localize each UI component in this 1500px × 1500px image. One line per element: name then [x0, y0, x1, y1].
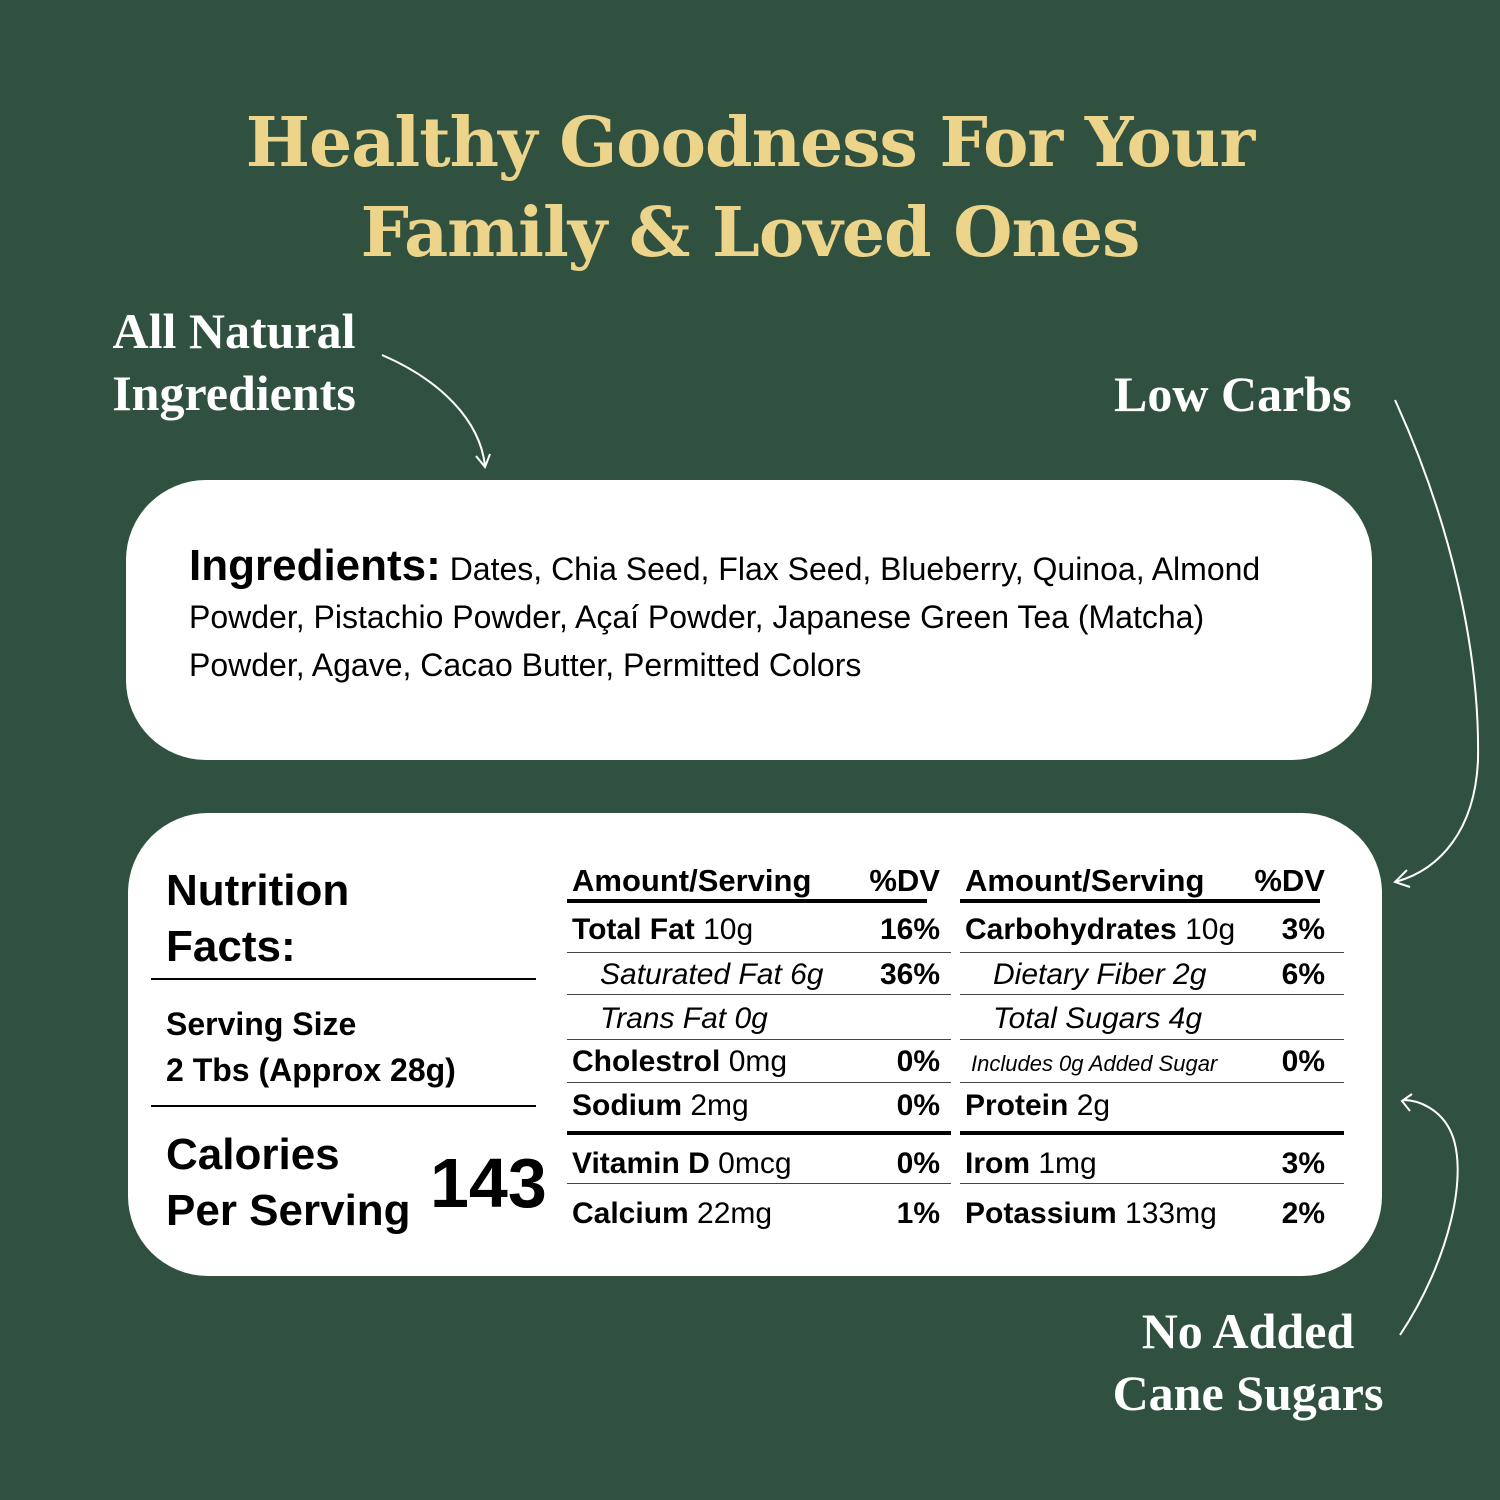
amount-header: Amount/Serving	[572, 863, 812, 898]
amount-header: Amount/Serving	[965, 863, 1205, 898]
nutrient-dv: 3%	[1281, 1147, 1325, 1180]
headline-line2: Family & Loved Ones	[360, 193, 1141, 273]
nutrient-name: Calcium	[572, 1197, 689, 1230]
ingredients-card: Ingredients: Dates, Chia Seed, Flax Seed…	[126, 480, 1372, 760]
nutrient-row: Includes 0g Added Sugar 0%	[965, 1045, 1345, 1079]
nutrient-amount: 10g	[1176, 913, 1236, 946]
divider	[567, 1082, 951, 1083]
nutrient-name: Carbohydrates	[965, 913, 1177, 946]
nutrient-dv: 16%	[879, 913, 940, 946]
nutrient-name: Irom	[965, 1147, 1031, 1180]
nutrient-amount: 133mg	[1116, 1197, 1217, 1230]
nutrient-dv: 0%	[1281, 1045, 1325, 1078]
nutrient-row: Sodium 2mg 0%	[572, 1089, 952, 1123]
nutrient-amount: 10g	[694, 913, 754, 946]
nutrient-dv: 0%	[896, 1045, 940, 1078]
ingredients-list: Dates, Chia Seed, Flax Seed, Blueberry, …	[189, 551, 1261, 683]
nutrient-dv: 0%	[896, 1089, 940, 1122]
nutrient-row: Irom 1mg 3%	[965, 1147, 1345, 1181]
nutrient-amount: Includes 0g Added Sugar	[971, 1051, 1218, 1076]
nutrient-name: Cholestrol	[572, 1045, 721, 1078]
column-header: Amount/Serving %DV	[965, 863, 1345, 899]
dv-header: %DV	[1254, 863, 1325, 898]
divider	[151, 978, 536, 980]
nutrient-dv: 1%	[896, 1197, 940, 1230]
arrow-no-sugar-icon	[1399, 1093, 1459, 1336]
nutrient-amount: Dietary Fiber 2g	[993, 958, 1207, 991]
nutrient-name: Sodium	[572, 1089, 682, 1122]
nutrient-row: Saturated Fat 6g 36%	[572, 958, 952, 992]
calories-label: Calories Per Serving	[166, 1130, 411, 1235]
nutrient-amount: Saturated Fat 6g	[600, 958, 824, 991]
nutrition-column-right: Amount/Serving %DV Carbohydrates 10g 3% Diet…	[960, 813, 1345, 1276]
divider	[960, 1082, 1344, 1083]
nutrition-column-left: Amount/Serving %DV Total Fat 10g 16% Saturat…	[567, 813, 952, 1276]
serving-size: Serving Size 2 Tbs (Approx 28g)	[166, 1006, 456, 1088]
divider	[960, 952, 1344, 953]
nutrient-amount: 1mg	[1030, 1147, 1097, 1180]
nutrient-row: Carbohydrates 10g 3%	[965, 913, 1345, 947]
callout-no-added-sugar: No Added Cane Sugars	[1112, 1303, 1384, 1421]
nutrient-row: Protein 2g	[965, 1089, 1345, 1123]
nutrient-amount: 2mg	[682, 1089, 749, 1122]
divider	[960, 899, 1320, 903]
nutrient-amount: 0mg	[720, 1045, 788, 1078]
nutrition-facts-card: Nutrition Facts: Serving Size 2 Tbs (Appro…	[128, 813, 1382, 1276]
nutrient-row: Cholestrol 0mg 0%	[572, 1045, 952, 1079]
nutrient-amount: Trans Fat 0g	[600, 1002, 768, 1035]
ingredients-label: Ingredients:	[189, 541, 441, 590]
arrow-low-carbs-icon	[1393, 399, 1480, 888]
divider	[567, 994, 951, 995]
dv-header: %DV	[869, 863, 940, 898]
nutrient-dv: 6%	[1281, 958, 1325, 991]
divider	[567, 1039, 951, 1040]
nutrient-row: Vitamin D 0mcg 0%	[572, 1147, 952, 1181]
nutrient-dv: 0%	[896, 1147, 940, 1180]
nutrient-row: Dietary Fiber 2g 6%	[965, 958, 1345, 992]
nutrient-amount: 2g	[1068, 1089, 1111, 1122]
divider	[960, 994, 1344, 995]
callout-all-natural: All Natural Ingredients	[112, 303, 356, 421]
callout-low-carbs: Low Carbs	[1114, 366, 1352, 422]
nutrient-name: Vitamin D	[572, 1147, 710, 1180]
divider	[960, 1183, 1344, 1184]
divider	[960, 1039, 1344, 1040]
arrow-natural-icon	[381, 354, 491, 469]
nutrition-title: Nutrition Facts:	[166, 866, 350, 971]
column-header: Amount/Serving %DV	[572, 863, 952, 899]
headline-line1: Healthy Goodness For Your	[245, 103, 1255, 183]
nutrient-row: Trans Fat 0g	[572, 1002, 952, 1036]
divider	[151, 1105, 536, 1107]
nutrient-name: Protein	[965, 1089, 1069, 1122]
nutrient-amount: 22mg	[688, 1197, 773, 1230]
divider	[567, 952, 951, 953]
nutrient-row: Calcium 22mg 1%	[572, 1197, 952, 1231]
divider	[567, 1131, 951, 1135]
divider	[960, 1131, 1344, 1135]
nutrient-dv: 36%	[879, 958, 940, 991]
nutrient-row: Total Sugars 4g	[965, 1002, 1345, 1036]
divider	[567, 899, 927, 903]
nutrient-dv: 2%	[1281, 1197, 1325, 1230]
nutrient-amount: Total Sugars 4g	[993, 1002, 1203, 1035]
nutrient-name: Potassium	[965, 1197, 1117, 1230]
nutrient-dv: 3%	[1281, 913, 1325, 946]
nutrient-amount: 0mcg	[709, 1147, 792, 1180]
nutrient-row: Potassium 133mg 2%	[965, 1197, 1345, 1231]
headline: Healthy Goodness For Your Family & Loved …	[0, 98, 1500, 278]
divider	[567, 1183, 951, 1184]
nutrient-row: Total Fat 10g 16%	[572, 913, 952, 947]
calories-value: 143	[430, 1144, 547, 1222]
nutrient-name: Total Fat	[572, 913, 695, 946]
